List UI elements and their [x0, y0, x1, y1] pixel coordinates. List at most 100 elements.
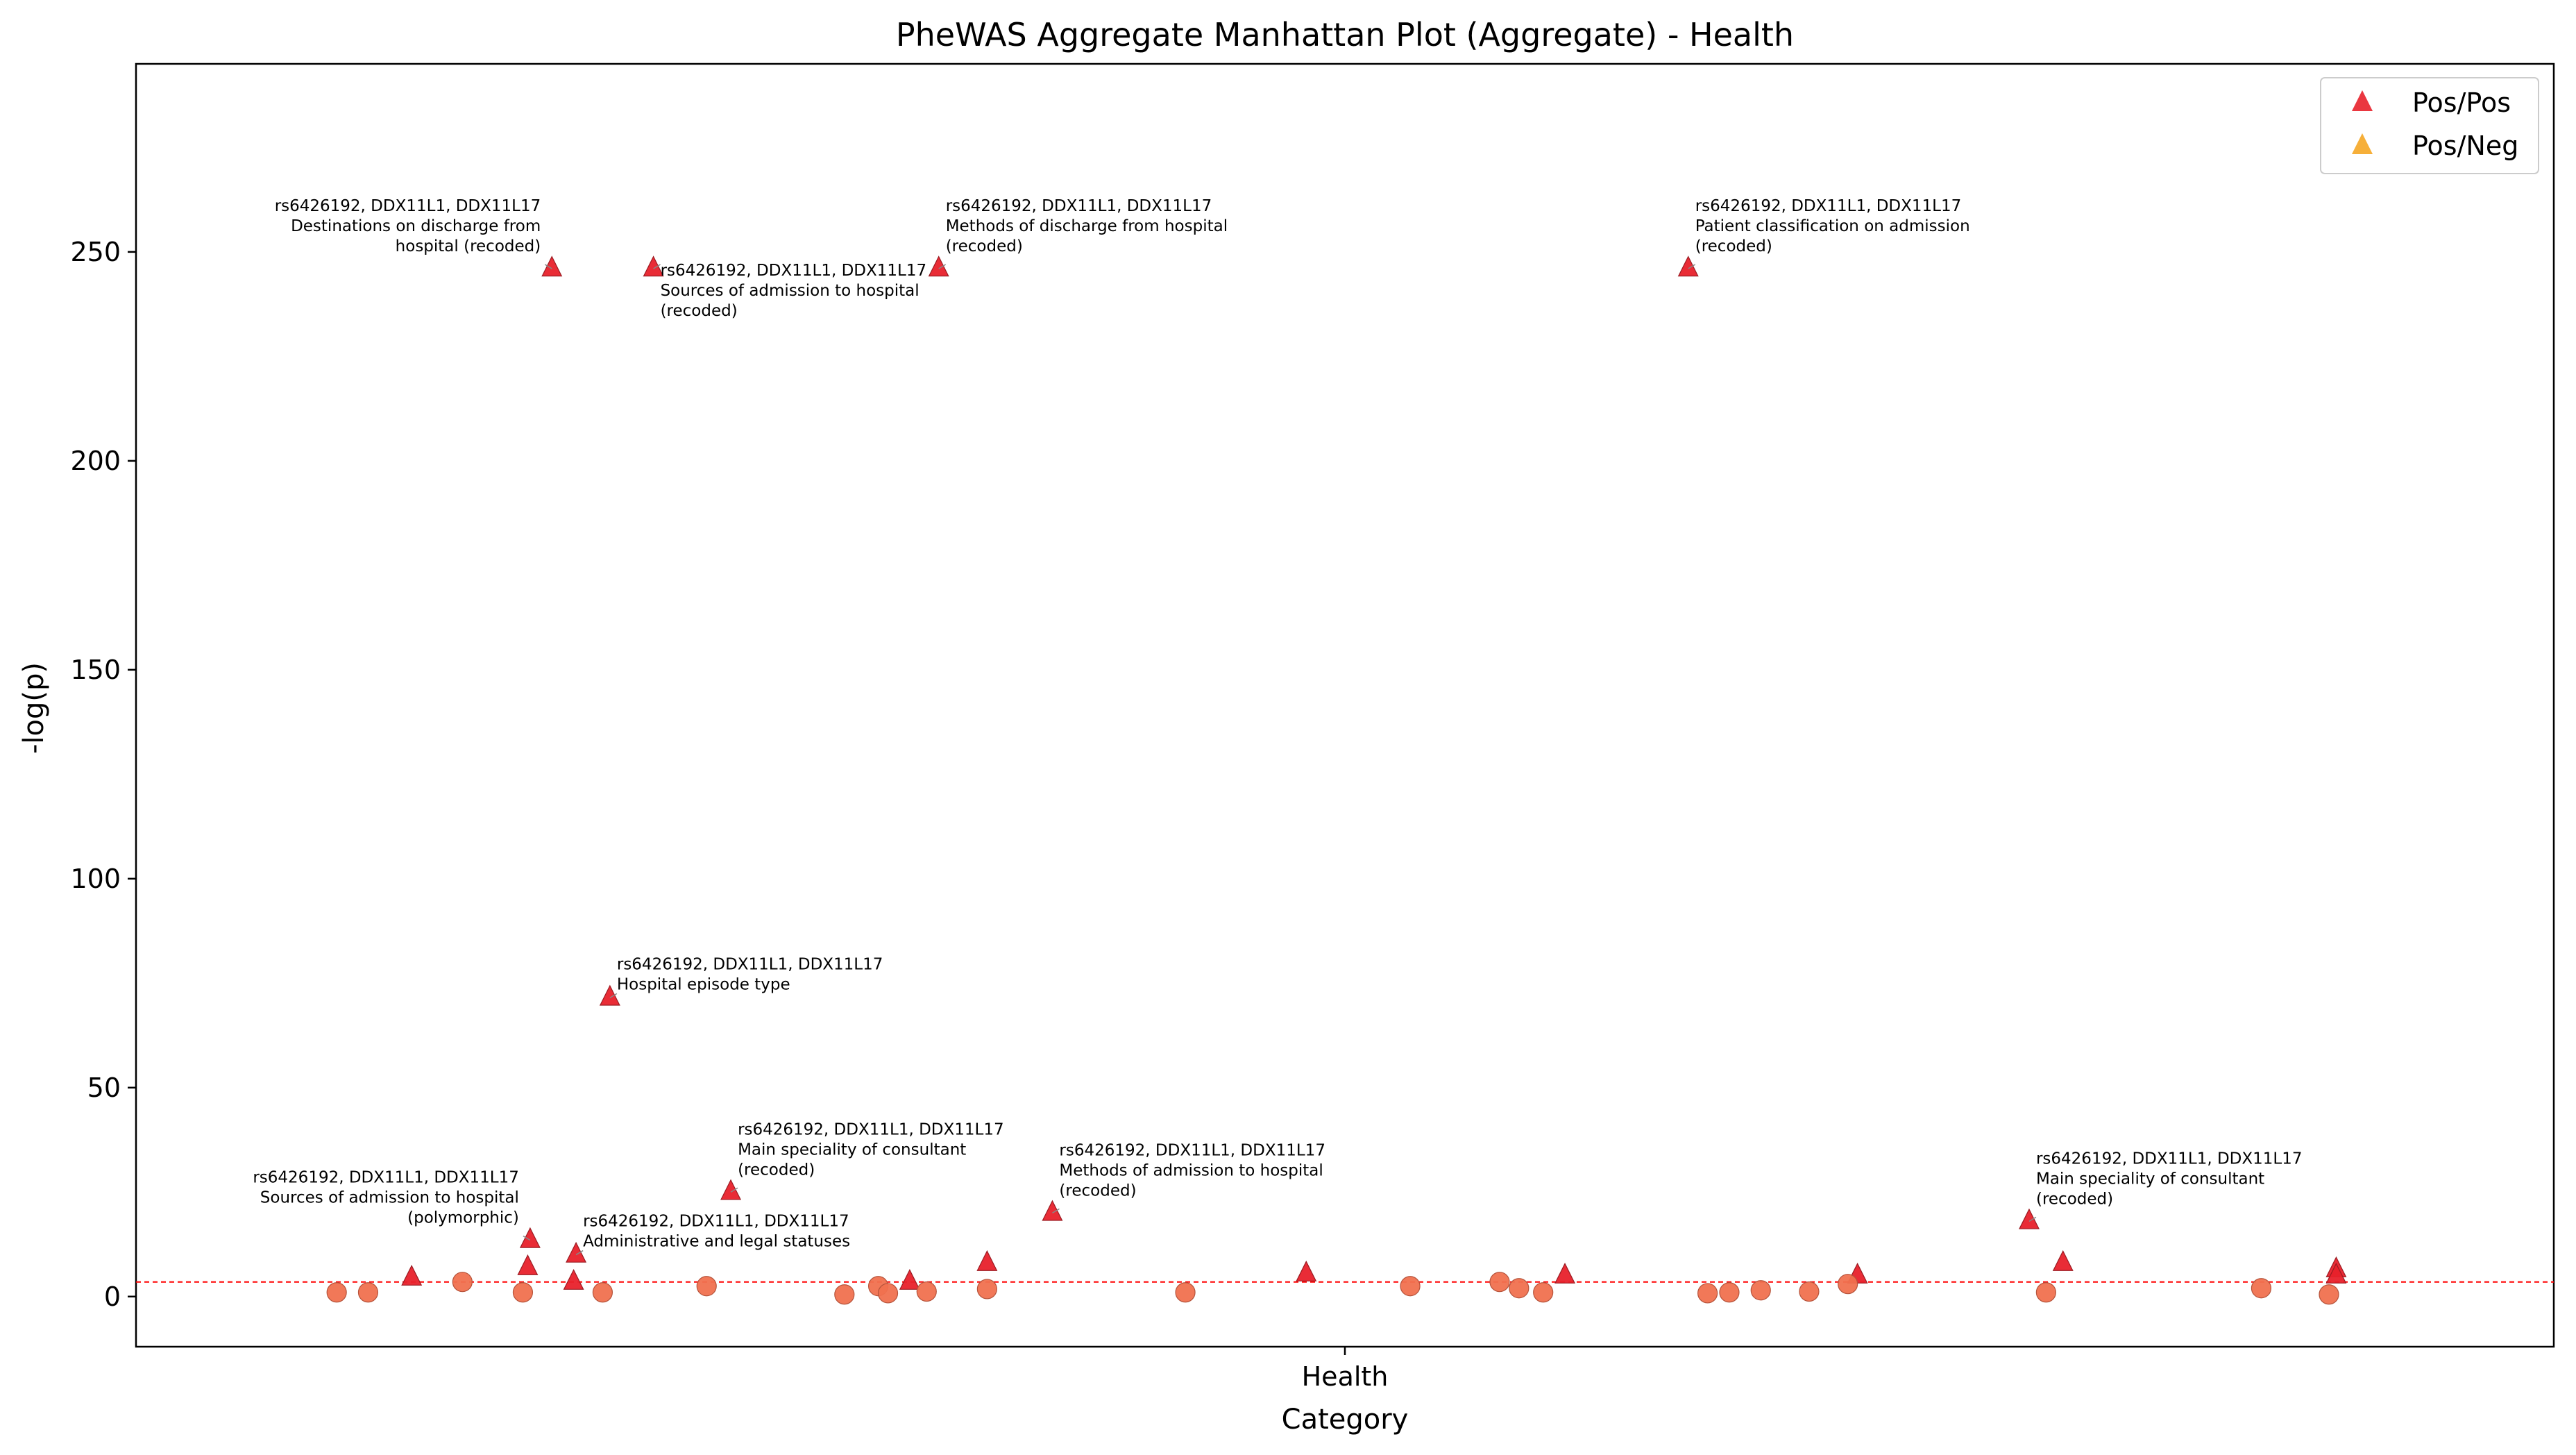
annotation-text: Destinations on discharge from: [291, 217, 541, 235]
annotation-arrow: [1052, 1208, 1060, 1214]
legend: Pos/Pos Pos/Neg: [2320, 77, 2539, 174]
data-point-triangle: [519, 1227, 541, 1248]
data-point-circle: [1750, 1280, 1771, 1301]
annotation-arrow: [544, 264, 552, 269]
data-point-circle: [834, 1284, 855, 1305]
data-point-triangle: [2052, 1250, 2074, 1271]
y-axis-label: -log(p): [18, 662, 50, 754]
data-point-triangle: [1554, 1262, 1576, 1284]
y-tick-label: 150: [70, 655, 121, 685]
annotation: rs6426192, DDX11L1, DDX11L17 Methods of a…: [1052, 1141, 1325, 1214]
data-point-triangle: [2325, 1262, 2347, 1284]
annotation: rs6426192, DDX11L1, DDX11L17 Destinations…: [275, 197, 552, 269]
annotation-text: rs6426192, DDX11L1, DDX11L17: [661, 262, 927, 280]
annotation-text: rs6426192, DDX11L1, DDX11L17: [253, 1169, 519, 1187]
data-point-circle: [2035, 1282, 2056, 1303]
annotation-text: rs6426192, DDX11L1, DDX11L17: [1695, 197, 1962, 215]
data-point-triangle: [563, 1268, 584, 1290]
legend-marker-triangle: [2352, 133, 2373, 154]
annotation-text: rs6426192, DDX11L1, DDX11L17: [946, 197, 1212, 215]
data-point-triangle: [1296, 1260, 1317, 1281]
legend-box: [2320, 77, 2539, 174]
data-point-triangle: [401, 1264, 423, 1286]
data-point-circle: [1509, 1278, 1530, 1299]
annotation-arrow: [730, 1187, 738, 1193]
data-point-circle: [2319, 1284, 2339, 1305]
data-point-circle: [1719, 1282, 1740, 1303]
data-point-circle: [1697, 1283, 1718, 1304]
data-point-circle: [1175, 1282, 1196, 1303]
data-point-triangle: [517, 1254, 539, 1275]
data-point-circle: [916, 1281, 937, 1302]
data-point-circle: [877, 1283, 899, 1304]
annotation-text: Sources of admission to hospital: [661, 282, 920, 300]
data-point-circle: [1400, 1276, 1421, 1297]
annotation-text: (recoded): [946, 237, 1023, 255]
annotation-text: (recoded): [1695, 237, 1772, 255]
annotation-text: rs6426192, DDX11L1, DDX11L17: [275, 197, 541, 215]
annotation-arrow: [575, 1250, 584, 1256]
chart-title: PheWAS Aggregate Manhattan Plot (Aggrega…: [896, 16, 1794, 53]
annotation: rs6426192, DDX11L1, DDX11L17 Hospital epi…: [609, 955, 883, 999]
y-tick-label: 100: [70, 864, 121, 894]
annotation-text: rs6426192, DDX11L1, DDX11L17: [738, 1120, 1004, 1138]
data-point-circle: [696, 1276, 717, 1297]
annotation-text: Main speciality of consultant: [2036, 1170, 2264, 1188]
x-tick-label: Health: [1302, 1361, 1389, 1392]
annotation: rs6426192, DDX11L1, DDX11L17 Main special…: [2028, 1150, 2303, 1222]
annotation: rs6426192, DDX11L1, DDX11L17 Administrati…: [575, 1213, 850, 1256]
annotation-text: Hospital episode type: [617, 975, 790, 993]
annotation-text: Methods of discharge from hospital: [946, 217, 1228, 235]
data-point-triangle: [976, 1250, 998, 1271]
y-tick-label: 250: [70, 237, 121, 267]
annotation: rs6426192, DDX11L1, DDX11L17 Methods of d…: [938, 197, 1228, 269]
annotation-arrow: [653, 264, 661, 269]
y-tick-label: 0: [104, 1281, 121, 1312]
data-point-circle: [452, 1272, 473, 1293]
annotation-text: rs6426192, DDX11L1, DDX11L17: [2036, 1150, 2303, 1168]
annotation-text: Methods of admission to hospital: [1059, 1161, 1323, 1179]
annotation-text: Patient classification on admission: [1695, 217, 1970, 235]
data-point-triangle: [2019, 1208, 2040, 1229]
annotation-arrow: [938, 264, 947, 269]
annotation: rs6426192, DDX11L1, DDX11L17 Sources of a…: [253, 1169, 531, 1241]
annotation-arrow: [1688, 264, 1696, 269]
data-point-circle: [1838, 1274, 1858, 1295]
data-point-triangle: [720, 1179, 742, 1200]
annotation-text: (recoded): [2036, 1190, 2113, 1208]
data-point-circle: [326, 1282, 347, 1303]
annotation-arrow: [609, 993, 618, 999]
data-point-circle: [592, 1282, 613, 1303]
annotation: rs6426192, DDX11L1, DDX11L17 Sources of a…: [653, 262, 927, 320]
data-point-circle: [1533, 1282, 1554, 1303]
data-point-triangle: [928, 255, 949, 277]
annotation-text: Sources of admission to hospital: [260, 1189, 519, 1207]
plot-area: 0 50 100 150 200 250 Health rs6426192, DDX11L1,…: [70, 62, 2555, 1392]
data-point-triangle: [541, 255, 563, 277]
data-point-triangle: [1677, 255, 1699, 277]
annotation-arrow: [2028, 1216, 2037, 1222]
annotation-text: Main speciality of consultant: [738, 1141, 966, 1159]
y-tick-label: 200: [70, 446, 121, 476]
y-tick-label: 50: [87, 1073, 121, 1103]
data-point-triangle: [899, 1268, 920, 1290]
annotation-text: (recoded): [1059, 1181, 1136, 1200]
annotation-text: hospital (recoded): [396, 237, 541, 255]
data-point-circle: [2251, 1278, 2272, 1299]
data-point-circle: [976, 1279, 997, 1300]
annotation: rs6426192, DDX11L1, DDX11L17 Patient clas…: [1688, 197, 1970, 269]
annotation-text: rs6426192, DDX11L1, DDX11L17: [583, 1213, 849, 1231]
annotation-text: (polymorphic): [407, 1209, 519, 1227]
annotation-text: (recoded): [738, 1161, 815, 1179]
x-axis-label: Category: [1282, 1404, 1409, 1436]
annotation-text: rs6426192, DDX11L1, DDX11L17: [617, 955, 883, 973]
data-point-circle: [1799, 1281, 1820, 1302]
data-point-circle: [1489, 1272, 1510, 1293]
annotation-text: (recoded): [661, 302, 738, 320]
legend-label: Pos/Pos: [2412, 87, 2511, 118]
annotation-arrow: [523, 1235, 531, 1241]
data-point-triangle: [1042, 1200, 1063, 1221]
data-point-circle: [357, 1282, 379, 1303]
legend-label: Pos/Neg: [2412, 131, 2518, 161]
